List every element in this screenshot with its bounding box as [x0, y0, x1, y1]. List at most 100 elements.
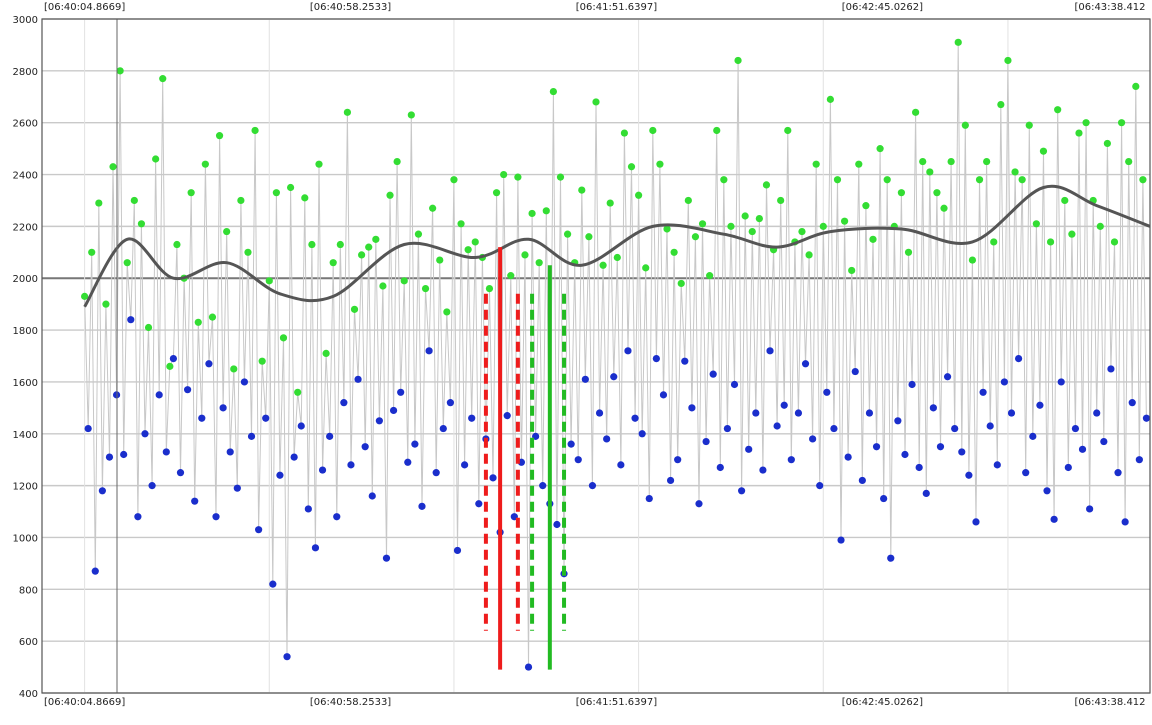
data-point-blue: [1029, 432, 1037, 440]
y-tick-label: 2800: [13, 67, 38, 78]
data-point-blue: [1086, 505, 1094, 513]
data-point-green: [713, 126, 721, 135]
data-point-green: [294, 388, 302, 396]
data-point-green: [237, 196, 245, 205]
data-point-green: [741, 212, 749, 220]
data-point-blue: [134, 513, 142, 521]
data-point-green: [514, 173, 522, 181]
data-point-blue: [659, 391, 668, 399]
data-point-blue: [1050, 515, 1058, 523]
data-point-green: [748, 227, 756, 236]
data-point-green: [1039, 147, 1048, 155]
data-point-blue: [205, 360, 213, 368]
data-point-green: [698, 220, 707, 228]
data-point-blue: [823, 388, 831, 396]
data-point-green: [784, 126, 792, 135]
data-point-green: [919, 157, 927, 166]
data-point-blue: [603, 435, 611, 443]
data-point-green: [933, 189, 941, 197]
data-point-green: [230, 365, 238, 373]
time-label-bottom: [06:40:58.2533]: [310, 697, 391, 708]
data-point-green: [215, 132, 224, 140]
data-point-blue: [958, 448, 966, 456]
data-point-blue: [723, 424, 731, 433]
data-point-green: [1025, 121, 1033, 129]
data-point-green: [805, 251, 813, 259]
data-point-blue: [666, 476, 675, 485]
data-point-green: [897, 189, 906, 197]
data-point-blue: [865, 409, 874, 417]
data-point-blue: [922, 489, 930, 497]
data-point-blue: [759, 466, 767, 474]
data-point-green: [152, 155, 160, 163]
data-point-blue: [184, 386, 192, 394]
data-point-green: [578, 186, 586, 194]
data-point-blue: [269, 580, 277, 588]
data-point-blue: [1100, 437, 1108, 446]
data-point-green: [1125, 157, 1133, 166]
data-point-blue: [752, 409, 760, 417]
data-point-green: [855, 160, 863, 168]
data-point-blue: [801, 360, 810, 368]
data-point-green: [187, 189, 195, 197]
data-point-blue: [709, 370, 717, 378]
data-point-blue: [311, 544, 320, 552]
data-point-blue: [84, 424, 92, 433]
data-point-blue: [993, 461, 1001, 469]
data-point-blue: [936, 443, 945, 451]
data-point-green: [904, 248, 913, 256]
data-point-blue: [681, 357, 689, 365]
data-point-green: [720, 176, 728, 184]
trend-line-path: [83, 184, 1151, 308]
data-point-blue: [773, 422, 781, 430]
data-point-green: [329, 259, 337, 267]
data-point-blue: [880, 494, 888, 503]
data-point-blue: [361, 443, 369, 451]
data-point-green: [677, 279, 685, 288]
data-point-blue: [1043, 487, 1051, 495]
data-point-green: [109, 163, 117, 171]
data-point-green: [535, 259, 543, 267]
y-tick-label: 1800: [13, 326, 38, 337]
data-point-blue: [404, 458, 412, 466]
data-point-blue: [979, 388, 987, 396]
data-point-green: [301, 194, 309, 202]
data-point-blue: [191, 497, 199, 505]
data-point-green: [983, 157, 991, 166]
data-point-green: [862, 202, 870, 210]
data-point-blue: [951, 424, 959, 433]
y-tick-label: 800: [19, 585, 38, 596]
data-point-blue: [162, 448, 170, 456]
data-point-blue: [766, 347, 774, 355]
data-point-green: [194, 318, 202, 326]
data-point-green: [464, 246, 472, 254]
data-point-green: [528, 209, 536, 218]
data-point-blue: [226, 448, 234, 456]
data-point-blue: [105, 453, 114, 461]
data-point-blue: [624, 347, 632, 355]
trend-line: [83, 184, 1151, 308]
data-point-blue: [148, 482, 156, 490]
time-label-bottom: [06:40:04.8669]: [44, 697, 125, 708]
data-point-blue: [340, 399, 348, 407]
data-point-green: [990, 238, 998, 246]
data-point-green: [1046, 238, 1055, 246]
data-point-blue: [397, 388, 405, 396]
data-point-blue: [872, 443, 881, 451]
y-tick-label: 1200: [13, 482, 38, 493]
data-point-blue: [155, 391, 163, 399]
time-label-bottom: [06:42:45.0262]: [842, 697, 923, 708]
data-point-green: [443, 308, 451, 316]
data-point-blue: [574, 456, 582, 464]
data-point-green: [1082, 119, 1090, 127]
data-point-blue: [247, 432, 256, 440]
data-point-blue: [1135, 456, 1143, 464]
data-point-green: [251, 126, 259, 135]
data-point-blue: [233, 484, 241, 492]
vertical-markers: [483, 247, 567, 670]
data-point-blue: [688, 404, 696, 412]
data-point-green: [563, 230, 572, 238]
data-point-green: [798, 227, 806, 236]
data-point-green: [585, 233, 593, 241]
